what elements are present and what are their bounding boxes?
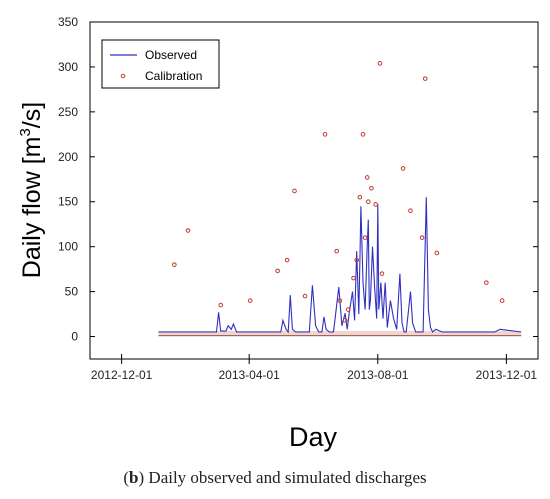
x-tick-label: 2013-04-01 — [218, 368, 280, 382]
y-tick-label: 100 — [58, 240, 78, 254]
y-tick-label: 300 — [58, 60, 78, 74]
observed-line — [158, 197, 522, 334]
y-tick-label: 350 — [58, 15, 78, 29]
calibration-baseline — [158, 330, 522, 336]
x-axis-title: Day — [289, 422, 338, 452]
calibration-point — [247, 298, 253, 303]
calibration-point — [354, 257, 359, 263]
legend: Observed Calibration — [101, 39, 220, 89]
calibration-series — [172, 61, 505, 323]
y-axis-title: Daily flow [m3/s] — [17, 102, 46, 278]
x-tick-label: 2013-12-01 — [476, 368, 538, 382]
calibration-point — [373, 202, 378, 207]
y-tick-label: 50 — [65, 285, 79, 299]
calibration-point — [357, 194, 363, 200]
calibration-point — [360, 132, 366, 137]
calibration-point — [337, 298, 343, 303]
calibration-point — [345, 307, 351, 312]
calibration-point — [400, 166, 406, 171]
calibration-point — [377, 61, 383, 66]
calibration-point — [302, 293, 308, 299]
calibration-point — [434, 250, 440, 256]
calibration-point — [422, 76, 428, 81]
calibration-point — [351, 275, 356, 281]
x-axis: 2012-12-01 2013-04-01 2013-08-01 2013-12-01 — [91, 354, 537, 382]
calibration-point — [292, 188, 297, 194]
y-tick-label: 0 — [71, 330, 78, 344]
calibration-point — [322, 132, 328, 137]
caption-open: ( — [123, 468, 130, 487]
calibration-point — [172, 262, 177, 267]
calibration-point — [369, 185, 374, 191]
calibration-point — [185, 228, 191, 233]
calibration-point — [484, 280, 489, 285]
calibration-point — [284, 257, 290, 263]
calibration-point — [364, 175, 370, 180]
calibration-point — [499, 298, 505, 303]
calibration-point — [379, 271, 385, 276]
y-axis: 0 50 100 150 200 250 300 350 — [58, 15, 538, 344]
legend-observed-label: Observed — [145, 48, 197, 62]
calibration-point — [365, 199, 371, 205]
calibration-point — [419, 235, 425, 240]
y-tick-label: 250 — [58, 105, 78, 119]
legend-calibration-label: Calibration — [145, 69, 202, 83]
observed-series — [158, 197, 522, 334]
calibration-point — [275, 268, 280, 274]
calibration-point — [342, 318, 348, 323]
calibration-point — [362, 235, 368, 240]
plot-area-frame — [89, 21, 539, 360]
discharge-chart: 0 50 100 150 200 250 300 350 2012-12-01 2013-04-… — [17, 15, 539, 452]
legend-calibration-marker — [120, 73, 126, 79]
x-tick-label: 2012-12-01 — [91, 368, 153, 382]
caption-text: ) Daily observed and simulated discharge… — [138, 468, 427, 487]
caption-label: b — [129, 468, 139, 487]
y-axis-title-superscript: 3 — [17, 128, 34, 136]
y-tick-label: 150 — [58, 195, 78, 209]
figure-caption: (b) Daily observed and simulated dischar… — [0, 468, 550, 488]
legend-box — [101, 39, 220, 89]
calibration-point — [334, 248, 339, 254]
y-axis-title-end: /s] — [18, 102, 46, 128]
calibration-point — [408, 208, 413, 214]
y-tick-label: 200 — [58, 150, 78, 164]
calibration-point — [218, 302, 224, 308]
baseline-band — [158, 330, 522, 337]
x-tick-label: 2013-08-01 — [347, 368, 409, 382]
